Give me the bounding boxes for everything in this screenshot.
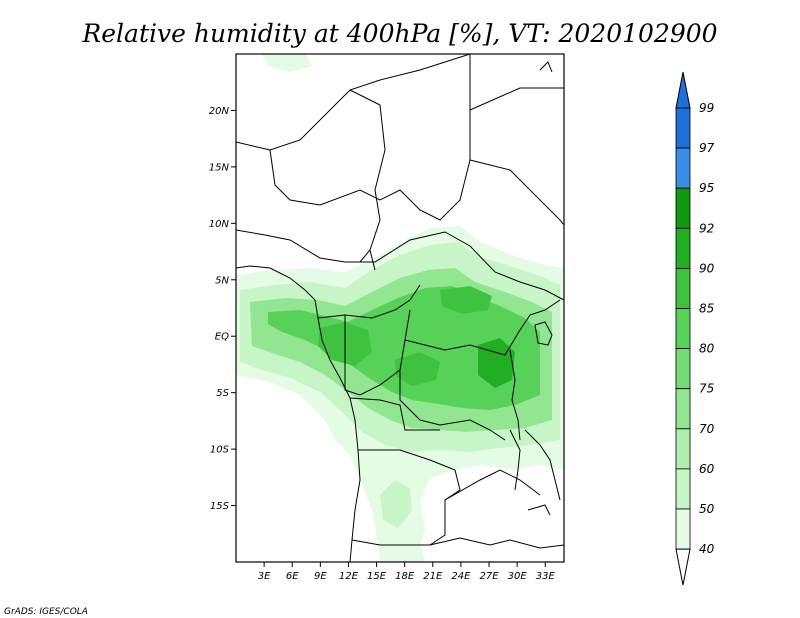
credit-label: GrADS: IGES/COLA xyxy=(4,607,88,617)
colorbar-level-label: 70 xyxy=(699,422,715,436)
colorbar-level-label: 60 xyxy=(699,462,715,476)
lat-tick-label: EQ xyxy=(215,332,229,343)
colorbar-level-label: 90 xyxy=(699,261,715,275)
colorbar-bottom-arrow xyxy=(675,548,691,586)
colorbar-swatch xyxy=(675,267,691,309)
colorbar-level-label: 85 xyxy=(699,302,714,316)
humidity-region-40-north xyxy=(262,54,312,72)
lon-tick-label: 12E xyxy=(339,571,359,582)
colorbar-swatch xyxy=(675,388,691,430)
lon-tick-label: 18E xyxy=(395,571,415,582)
colorbar-swatch xyxy=(675,428,691,470)
colorbar-swatch xyxy=(675,508,691,550)
colorbar-level-label: 80 xyxy=(699,342,715,356)
lon-tick-label: 24E xyxy=(451,571,471,582)
colorbar-top-arrow xyxy=(675,71,691,109)
colorbar-level-label: 92 xyxy=(699,221,714,235)
humidity-region-40-south xyxy=(378,530,425,562)
lat-tick-label: 5N xyxy=(215,275,229,286)
colorbar-level-label: 50 xyxy=(699,502,715,516)
lat-tick-label: 5S xyxy=(216,388,229,399)
latitude-axis: 20N 15N 10N 5N EQ 5S 10S 15S xyxy=(209,106,236,512)
longitude-axis: 3E 6E 9E 12E 15E 18E 21E 24E 27E 30E 33E xyxy=(258,562,556,582)
figure-title: Relative humidity at 400hPa [%], VT: 202… xyxy=(81,19,717,48)
lon-tick-label: 15E xyxy=(367,571,387,582)
map-frame xyxy=(235,53,565,563)
colorbar-swatch xyxy=(675,227,691,269)
humidity-region-50-south xyxy=(380,480,412,528)
colorbar-swatch xyxy=(675,107,691,149)
colorbar-level-label: 95 xyxy=(699,181,714,195)
colorbar-swatch xyxy=(675,348,691,390)
colorbar-swatch xyxy=(675,468,691,510)
colorbar-level-label: 40 xyxy=(699,542,715,556)
lon-tick-label: 33E xyxy=(536,571,556,582)
lat-tick-label: 10S xyxy=(210,445,230,456)
lat-tick-label: 15S xyxy=(210,501,230,512)
country-borders xyxy=(236,54,564,562)
colorbar-level-label: 99 xyxy=(699,101,714,115)
colorbar-swatch xyxy=(675,187,691,229)
colorbar-level-label: 97 xyxy=(699,141,715,155)
humidity-region-85-north xyxy=(440,286,492,314)
lon-tick-label: 30E xyxy=(508,571,528,582)
colorbar-swatch xyxy=(675,147,691,189)
lon-tick-label: 6E xyxy=(286,571,299,582)
lon-tick-label: 27E xyxy=(480,571,500,582)
lon-tick-label: 3E xyxy=(258,571,271,582)
lat-tick-label: 10N xyxy=(209,219,230,230)
colorbar: 99 97 95 92 90 85 80 75 70 60 50 40 xyxy=(675,71,715,586)
lon-tick-label: 9E xyxy=(314,571,327,582)
lat-tick-label: 15N xyxy=(209,162,230,173)
lon-tick-label: 21E xyxy=(423,571,443,582)
humidity-region-90-east xyxy=(478,338,515,388)
colorbar-level-label: 75 xyxy=(699,382,714,396)
lat-tick-label: 20N xyxy=(209,106,230,117)
humidity-region-90-central xyxy=(395,352,440,386)
colorbar-swatch xyxy=(675,308,691,349)
